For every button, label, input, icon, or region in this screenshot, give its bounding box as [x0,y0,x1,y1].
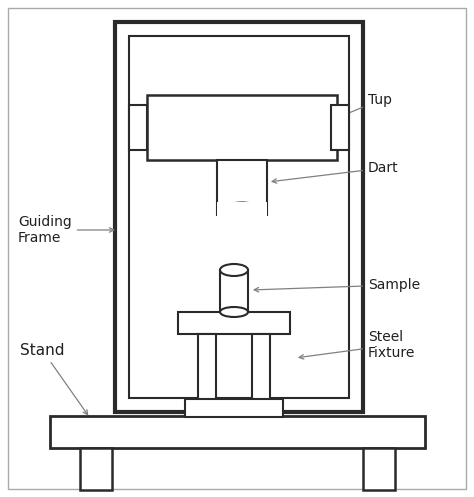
Bar [129,105,147,150]
Bar [80,448,112,490]
Bar [129,36,349,398]
Bar [220,270,248,312]
Bar [115,22,363,412]
Text: Sample: Sample [254,278,420,292]
Text: Stand: Stand [20,342,88,414]
Text: Steel
Fixture: Steel Fixture [299,330,415,360]
Text: Guiding
Frame: Guiding Frame [18,215,114,245]
Bar [363,448,395,490]
Bar [331,105,349,150]
Bar [217,160,267,215]
Bar [185,399,283,417]
Bar [147,95,337,160]
Text: Dart: Dart [272,161,399,183]
Bar [178,312,290,334]
Text: Tup: Tup [324,93,392,124]
Bar [50,416,425,448]
Bar [198,334,216,402]
Bar [252,334,270,402]
Ellipse shape [220,307,248,317]
Ellipse shape [220,264,248,276]
Bar [217,202,267,217]
